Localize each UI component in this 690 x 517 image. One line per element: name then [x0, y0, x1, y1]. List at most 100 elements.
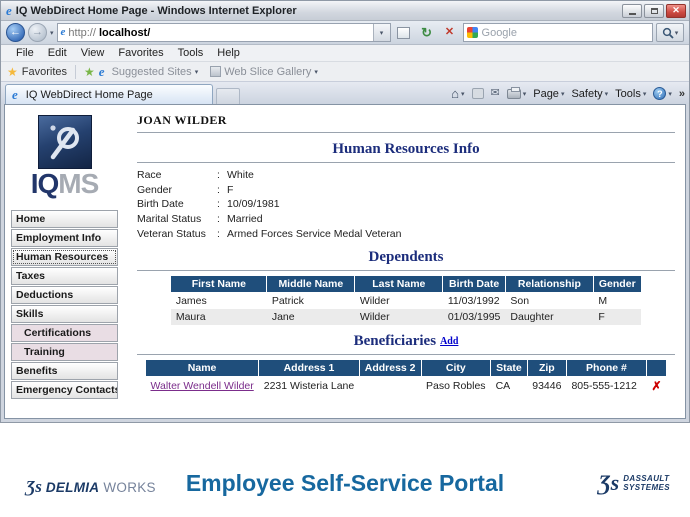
search-options-dropdown[interactable]: ▾	[674, 29, 679, 37]
field-value: White	[227, 169, 254, 181]
menu-favorites[interactable]: Favorites	[118, 47, 164, 59]
page-menu-button[interactable]: Page ▾	[531, 87, 566, 101]
suggested-sites-button[interactable]: e Suggested Sites ▾	[99, 65, 198, 78]
sidebar: IQMS Home Employment Info Human Resource…	[11, 111, 118, 400]
favorites-bar: ★ Favorites ★ e Suggested Sites ▾ Web Sl…	[1, 62, 689, 82]
divider	[75, 64, 77, 79]
divider	[137, 270, 675, 272]
sidebar-item-human-resources[interactable]: Human Resources	[11, 247, 118, 266]
web-slice-gallery-button[interactable]: Web Slice Gallery ▾	[210, 66, 318, 78]
more-commands-button[interactable]: »	[678, 87, 685, 100]
read-mail-button[interactable]: ✉	[489, 87, 502, 100]
home-button[interactable]: ⌂ ▾	[449, 86, 466, 101]
add-favorite-icon[interactable]: ★	[84, 64, 95, 79]
add-beneficiary-link[interactable]: Add	[440, 336, 459, 348]
delmiaworks-logo: Ʒs DELMIA WORKS	[26, 478, 156, 495]
chevron-down-icon: ▾	[379, 29, 384, 37]
history-dropdown[interactable]: ▾	[50, 29, 54, 37]
works-wordmark: WORKS	[103, 480, 156, 495]
back-button[interactable]: ←	[6, 23, 25, 42]
delete-beneficiary-button[interactable]: ✗	[651, 379, 662, 394]
favorites-button[interactable]: Favorites	[21, 65, 68, 78]
search-box	[462, 23, 653, 42]
tab-iq-webdirect[interactable]: e IQ WebDirect Home Page	[5, 84, 213, 104]
sidebar-nav: Home Employment Info Human Resources Tax…	[11, 209, 118, 399]
page-favicon: e	[60, 26, 66, 38]
help-menu-button[interactable]: ? ▾	[651, 86, 674, 101]
minimize-button[interactable]	[622, 3, 642, 18]
menu-file[interactable]: File	[16, 47, 34, 59]
branding-strip: Ʒs DELMIA WORKS Employee Self-Service Por…	[0, 466, 690, 514]
menu-tools[interactable]: Tools	[177, 47, 204, 59]
dassault-systemes-logo: Ʒs DASSAULT SYSTEMES	[599, 472, 670, 494]
search-icon	[662, 27, 674, 39]
address-dropdown-button[interactable]: ▾	[372, 24, 390, 41]
cell: Jane	[266, 309, 355, 326]
menu-help[interactable]: Help	[217, 47, 240, 59]
sidebar-item-deductions[interactable]: Deductions	[11, 285, 118, 304]
cell: Son	[510, 295, 530, 308]
sidebar-item-skills[interactable]: Skills	[11, 304, 118, 323]
address-input[interactable]: e http://localhost/ ▾	[56, 23, 391, 42]
iqms-logo-icon	[37, 115, 92, 169]
print-button[interactable]: ▾	[505, 86, 529, 100]
main-content: JOAN WILDER Human Resources Info Race: Wh…	[131, 105, 685, 418]
menu-bar: File Edit View Favorites Tools Help	[1, 45, 689, 62]
mail-icon: ✉	[490, 87, 500, 99]
menu-edit[interactable]: Edit	[47, 47, 67, 59]
field-value: 10/09/1981	[227, 198, 280, 211]
compatibility-view-button[interactable]	[394, 23, 414, 42]
sidebar-item-employment-info[interactable]: Employment Info	[11, 228, 118, 247]
beneficiaries-title-text: Beneficiaries	[353, 333, 437, 350]
table-row: Maura Jane Wilder 01/03/1995 Daughter F	[170, 309, 642, 326]
forward-button[interactable]: →	[28, 23, 47, 42]
home-icon: ⌂	[451, 86, 459, 101]
window-title: IQ WebDirect Home Page - Windows Interne…	[15, 4, 297, 17]
divider	[137, 162, 675, 163]
field-colon: :	[217, 227, 220, 240]
sidebar-item-training[interactable]: Training	[11, 342, 118, 361]
new-tab-button[interactable]	[216, 88, 240, 104]
tools-menu-button[interactable]: Tools ▾	[613, 87, 648, 101]
maximize-button[interactable]	[644, 3, 664, 18]
sidebar-item-home[interactable]: Home	[11, 209, 118, 228]
chevron-down-icon: ▾	[642, 90, 647, 98]
beneficiaries-table: Name Address 1 Address 2 City State Zip …	[144, 359, 668, 395]
chevron-down-icon: ▾	[668, 90, 672, 98]
column-header: Zip	[526, 359, 567, 378]
field-race: Race: White	[137, 168, 675, 183]
page-viewport: IQMS Home Employment Info Human Resource…	[4, 104, 686, 419]
sidebar-item-benefits[interactable]: Benefits	[11, 361, 118, 380]
3ds-swoosh-icon: Ʒs	[598, 470, 620, 495]
3ds-swoosh-icon: Ʒs	[26, 477, 42, 496]
beneficiary-name-link[interactable]: Walter Wendell Wilder	[150, 380, 254, 393]
search-button[interactable]: ▾	[656, 23, 684, 42]
help-icon: ?	[653, 87, 667, 100]
stop-button[interactable]: ✕	[440, 23, 460, 42]
dependents-table: First Name Middle Name Last Name Birth D…	[170, 275, 642, 326]
field-label: Marital Status	[137, 213, 202, 226]
url-prefix: http://	[68, 26, 96, 39]
search-input[interactable]	[481, 26, 649, 39]
feeds-button[interactable]	[470, 87, 486, 100]
chevron-down-icon: ▾	[560, 90, 565, 98]
close-button[interactable]: ✕	[666, 3, 686, 18]
sidebar-item-certifications[interactable]: Certifications	[11, 323, 118, 342]
google-icon	[466, 27, 478, 38]
sidebar-item-taxes[interactable]: Taxes	[11, 266, 118, 285]
cell: F	[593, 309, 642, 326]
column-header: City	[420, 359, 492, 378]
page-menu-label: Page	[533, 87, 559, 100]
cell: James	[175, 295, 207, 308]
sidebar-item-emergency-contacts[interactable]: Emergency Contacts	[11, 380, 118, 399]
column-header: Last Name	[354, 275, 444, 294]
chevron-down-icon: ▾	[194, 68, 199, 76]
safety-menu-button[interactable]: Safety ▾	[569, 87, 610, 101]
chevron-down-icon: ▾	[460, 90, 465, 98]
chevron-down-icon: ▾	[604, 90, 609, 98]
cell: M	[598, 295, 608, 308]
ie-icon: e	[98, 64, 105, 79]
menu-view[interactable]: View	[80, 47, 105, 59]
portal-title: Employee Self-Service Portal	[185, 470, 505, 496]
refresh-button[interactable]: ↻	[417, 23, 437, 42]
